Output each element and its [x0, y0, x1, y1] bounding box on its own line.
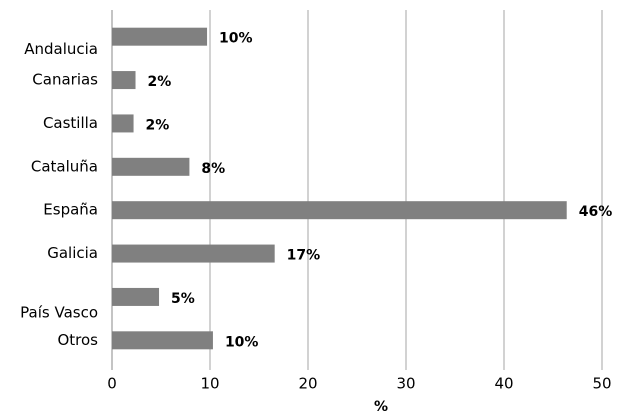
- value-label: 5%: [171, 291, 195, 307]
- x-tick-label: 30: [396, 375, 415, 393]
- y-tick-label: Canarias: [32, 71, 98, 89]
- bar: [112, 201, 567, 220]
- x-tick-label: 40: [494, 375, 513, 393]
- value-label: 2%: [148, 74, 172, 90]
- bar: [112, 157, 190, 176]
- value-label: 10%: [219, 31, 253, 47]
- value-label: 2%: [146, 117, 170, 133]
- value-label: 10%: [225, 334, 259, 350]
- bar: [112, 71, 136, 90]
- bar: [112, 287, 160, 306]
- bar: [112, 244, 275, 263]
- x-tick-label: 0: [107, 375, 117, 393]
- y-tick-label: Otros: [57, 331, 98, 349]
- y-tick-label: Cataluña: [31, 157, 98, 175]
- x-axis-label: %: [374, 399, 388, 415]
- y-tick-label: Andalucia: [24, 40, 98, 58]
- x-tick-label: 10: [200, 375, 219, 393]
- value-label: 17%: [287, 248, 321, 264]
- value-label: 8%: [201, 161, 225, 177]
- value-label: 46%: [579, 204, 613, 220]
- bar: [112, 114, 134, 133]
- y-tick-label: País Vasco: [20, 303, 98, 321]
- y-tick-label: Galicia: [47, 244, 98, 262]
- bar: [112, 27, 208, 46]
- x-tick-label: 20: [298, 375, 317, 393]
- bar: [112, 331, 213, 350]
- y-tick-label: España: [43, 201, 98, 219]
- y-tick-label: Castilla: [43, 114, 98, 132]
- x-tick-label: 50: [592, 375, 611, 393]
